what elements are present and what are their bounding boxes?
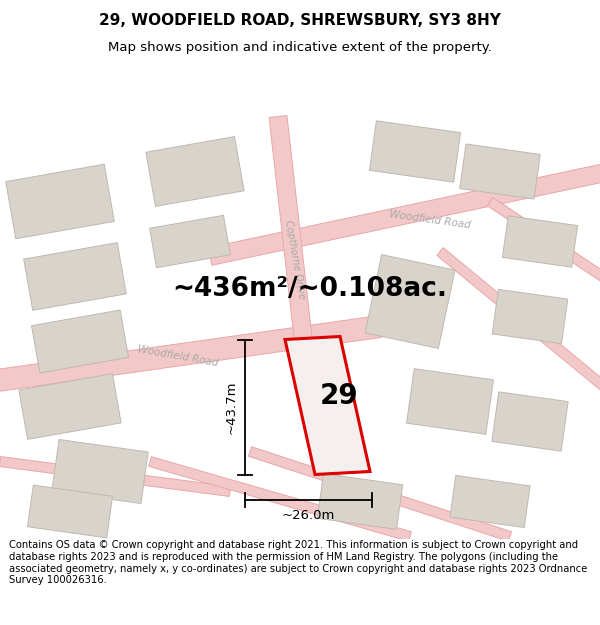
Polygon shape bbox=[149, 215, 230, 268]
Text: Map shows position and indicative extent of the property.: Map shows position and indicative extent… bbox=[108, 41, 492, 54]
Text: Woodfield Road: Woodfield Road bbox=[137, 344, 219, 369]
Polygon shape bbox=[502, 216, 578, 267]
Polygon shape bbox=[146, 137, 244, 206]
Polygon shape bbox=[437, 248, 600, 396]
Polygon shape bbox=[0, 456, 230, 496]
Polygon shape bbox=[269, 116, 317, 382]
Polygon shape bbox=[492, 289, 568, 344]
Polygon shape bbox=[407, 369, 493, 434]
Polygon shape bbox=[450, 476, 530, 528]
Polygon shape bbox=[19, 374, 121, 439]
Polygon shape bbox=[248, 447, 512, 541]
Polygon shape bbox=[0, 316, 382, 392]
Polygon shape bbox=[317, 474, 403, 529]
Text: ~43.7m: ~43.7m bbox=[224, 380, 238, 434]
Polygon shape bbox=[370, 121, 461, 182]
Text: Contains OS data © Crown copyright and database right 2021. This information is : Contains OS data © Crown copyright and d… bbox=[9, 541, 587, 585]
Text: ~436m²/~0.108ac.: ~436m²/~0.108ac. bbox=[173, 276, 448, 302]
Polygon shape bbox=[52, 439, 148, 504]
Polygon shape bbox=[285, 336, 370, 474]
Polygon shape bbox=[460, 144, 540, 199]
Text: Woodfield Road: Woodfield Road bbox=[389, 209, 471, 230]
Polygon shape bbox=[492, 392, 568, 451]
Text: 29, WOODFIELD ROAD, SHREWSBURY, SY3 8HY: 29, WOODFIELD ROAD, SHREWSBURY, SY3 8HY bbox=[99, 13, 501, 28]
Polygon shape bbox=[208, 162, 600, 265]
Polygon shape bbox=[24, 242, 126, 311]
Polygon shape bbox=[365, 254, 455, 348]
Text: ~26.0m: ~26.0m bbox=[282, 509, 335, 522]
Polygon shape bbox=[487, 198, 600, 286]
Text: Copthorne Drive: Copthorne Drive bbox=[283, 219, 307, 300]
Polygon shape bbox=[6, 164, 114, 239]
Polygon shape bbox=[32, 310, 128, 373]
Polygon shape bbox=[149, 457, 412, 541]
Polygon shape bbox=[28, 485, 113, 538]
Text: 29: 29 bbox=[320, 381, 359, 409]
